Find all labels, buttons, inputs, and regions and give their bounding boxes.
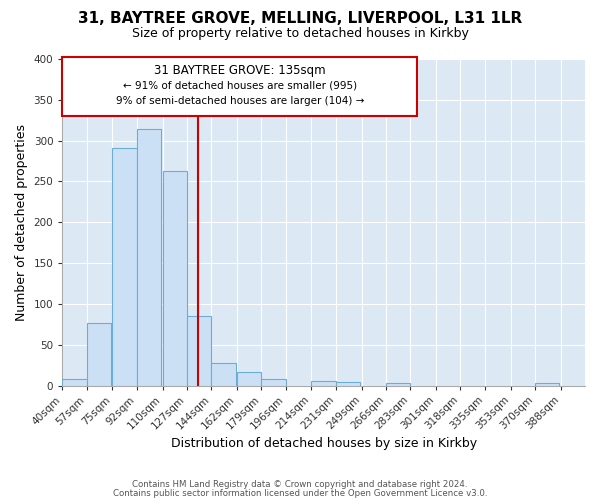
Text: ← 91% of detached houses are smaller (995): ← 91% of detached houses are smaller (99… — [123, 80, 357, 90]
Text: 31, BAYTREE GROVE, MELLING, LIVERPOOL, L31 1LR: 31, BAYTREE GROVE, MELLING, LIVERPOOL, L… — [78, 11, 522, 26]
X-axis label: Distribution of detached houses by size in Kirkby: Distribution of detached houses by size … — [170, 437, 477, 450]
Bar — [187, 316, 211, 386]
Text: Contains public sector information licensed under the Open Government Licence v3: Contains public sector information licen… — [113, 488, 487, 498]
Bar — [112, 148, 137, 386]
FancyBboxPatch shape — [62, 58, 418, 116]
Bar — [62, 379, 86, 386]
Text: Contains HM Land Registry data © Crown copyright and database right 2024.: Contains HM Land Registry data © Crown c… — [132, 480, 468, 489]
Text: 31 BAYTREE GROVE: 135sqm: 31 BAYTREE GROVE: 135sqm — [154, 64, 326, 77]
Bar — [386, 383, 410, 386]
Bar — [336, 382, 360, 386]
Bar — [535, 383, 559, 386]
Y-axis label: Number of detached properties: Number of detached properties — [15, 124, 28, 321]
Bar — [137, 129, 161, 386]
Text: Size of property relative to detached houses in Kirkby: Size of property relative to detached ho… — [131, 28, 469, 40]
Bar — [86, 322, 111, 386]
Text: 9% of semi-detached houses are larger (104) →: 9% of semi-detached houses are larger (1… — [116, 96, 364, 106]
Bar — [311, 382, 336, 386]
Bar — [262, 379, 286, 386]
Bar — [163, 171, 187, 386]
Bar — [211, 362, 236, 386]
Bar — [237, 372, 262, 386]
